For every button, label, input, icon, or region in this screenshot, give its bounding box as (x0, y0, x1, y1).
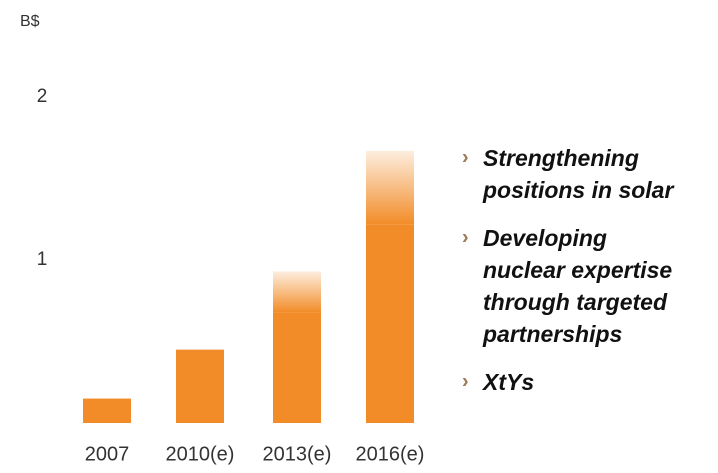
bullet-marker: › (462, 370, 469, 392)
bar-part (273, 312, 321, 423)
bar (176, 349, 224, 423)
bullet-marker: › (462, 146, 469, 168)
x-tick-label: 2013(e) (263, 443, 332, 465)
bar-part (83, 398, 131, 423)
x-tick-label: 2010(e) (166, 443, 235, 465)
bullet-text: nuclear expertise (483, 257, 672, 283)
bullet-marker: › (462, 226, 469, 248)
bar (366, 150, 414, 423)
bullet-text: XtYs (481, 369, 534, 395)
bullet-text: positions in solar (482, 177, 674, 203)
bullet-text: Strengthening (483, 145, 639, 171)
bar (273, 271, 321, 423)
bar-part (176, 349, 224, 423)
bullet-text: Developing (483, 225, 607, 251)
bar-part (366, 150, 414, 225)
bullet-text: through targeted (483, 289, 668, 315)
bar (83, 398, 131, 423)
y-tick-label: 2 (37, 86, 48, 107)
x-tick-label: 2007 (85, 443, 130, 465)
bullet-text: partnerships (482, 321, 622, 347)
bar-part (366, 224, 414, 423)
y-tick-label: 1 (37, 249, 48, 270)
x-tick-label: 2016(e) (356, 443, 425, 465)
bar-part (273, 271, 321, 313)
y-axis-label: B$ (20, 13, 40, 30)
